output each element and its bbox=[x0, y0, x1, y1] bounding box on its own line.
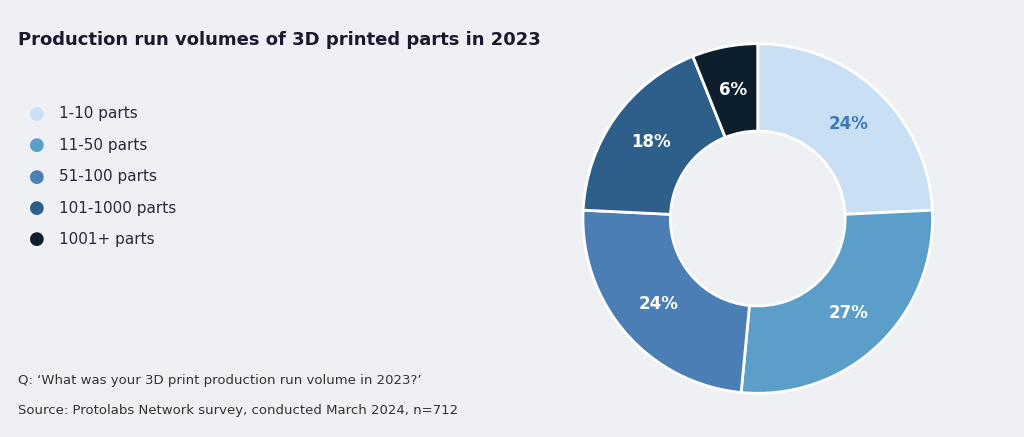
Text: Production run volumes of 3D printed parts in 2023: Production run volumes of 3D printed par… bbox=[18, 31, 541, 49]
Text: 24%: 24% bbox=[639, 295, 679, 313]
Text: Source: Protolabs Network survey, conducted March 2024, n=712: Source: Protolabs Network survey, conduc… bbox=[18, 404, 459, 417]
Text: 101-1000 parts: 101-1000 parts bbox=[59, 201, 177, 215]
Text: 6%: 6% bbox=[719, 81, 748, 99]
Text: Q: ‘What was your 3D print production run volume in 2023?’: Q: ‘What was your 3D print production ru… bbox=[18, 374, 422, 387]
Wedge shape bbox=[693, 44, 758, 137]
Text: ●: ● bbox=[29, 136, 44, 154]
Wedge shape bbox=[758, 44, 933, 214]
Text: 1-10 parts: 1-10 parts bbox=[59, 106, 138, 121]
Wedge shape bbox=[583, 210, 750, 392]
Wedge shape bbox=[583, 56, 725, 214]
Text: ●: ● bbox=[29, 199, 44, 217]
Text: ●: ● bbox=[29, 104, 44, 123]
Text: 27%: 27% bbox=[828, 305, 868, 323]
Text: 1001+ parts: 1001+ parts bbox=[59, 232, 155, 247]
Text: ●: ● bbox=[29, 167, 44, 186]
Wedge shape bbox=[741, 210, 933, 393]
Text: ●: ● bbox=[29, 230, 44, 249]
Text: 24%: 24% bbox=[828, 114, 868, 132]
Text: 11-50 parts: 11-50 parts bbox=[59, 138, 147, 153]
Text: 18%: 18% bbox=[631, 133, 671, 152]
Text: 51-100 parts: 51-100 parts bbox=[59, 169, 158, 184]
